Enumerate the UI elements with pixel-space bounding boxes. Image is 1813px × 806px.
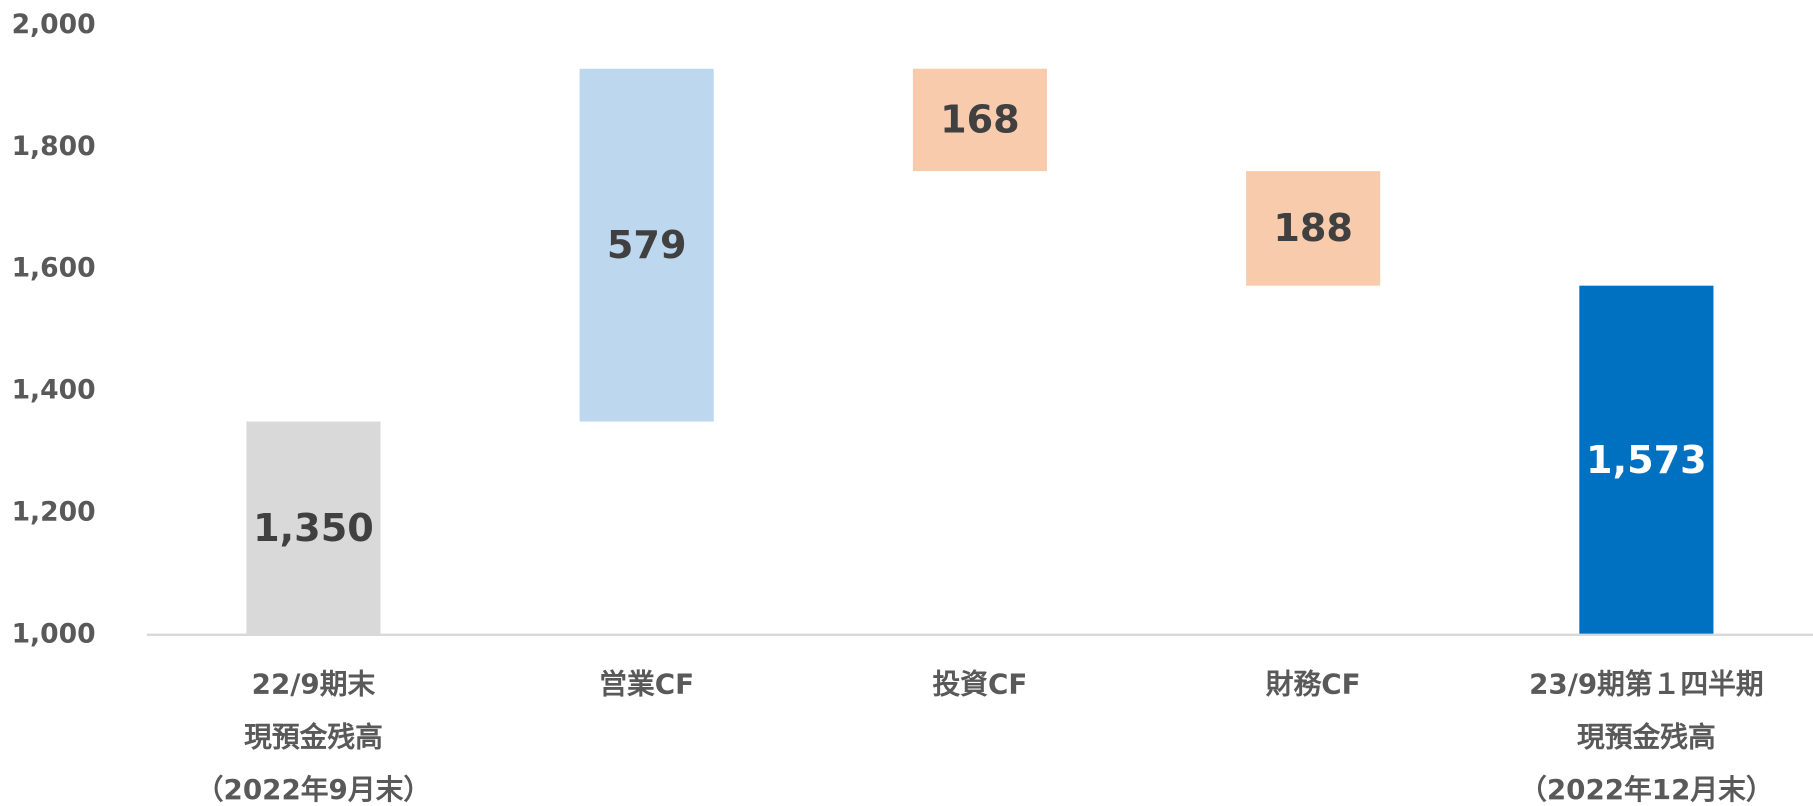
data-label: 1,573 — [1586, 438, 1707, 482]
bar — [1246, 171, 1381, 286]
y-tick-label: 1,400 — [12, 375, 96, 406]
x-tick-label: 投資CF — [933, 668, 1028, 701]
y-tick-label: 1,000 — [12, 618, 96, 649]
data-label: 188 — [1273, 206, 1353, 250]
x-tick-label: 23/9期第１四半期 — [1529, 668, 1764, 701]
x-tick-label: 財務CF — [1266, 668, 1361, 701]
bar — [1579, 285, 1714, 635]
y-tick-label: 1,200 — [12, 496, 96, 527]
data-label: 579 — [607, 223, 687, 267]
x-tick-label: 現預金残高 — [1577, 720, 1716, 753]
x-tick-label: （2022年12月末） — [1519, 773, 1774, 806]
y-tick-label: 2,000 — [12, 9, 96, 40]
bar — [246, 421, 381, 635]
bar — [579, 68, 714, 422]
bar — [912, 68, 1047, 172]
data-label: 168 — [940, 98, 1020, 142]
data-label: 1,350 — [253, 506, 374, 550]
x-tick-label: 営業CF — [599, 668, 694, 701]
x-tick-label: 22/9期末 — [252, 668, 376, 701]
y-tick-label: 1,800 — [12, 131, 96, 162]
y-tick-label: 1,600 — [12, 253, 96, 284]
x-tick-label: 現預金残高 — [244, 720, 383, 753]
x-tick-label: （2022年9月末） — [196, 773, 431, 806]
